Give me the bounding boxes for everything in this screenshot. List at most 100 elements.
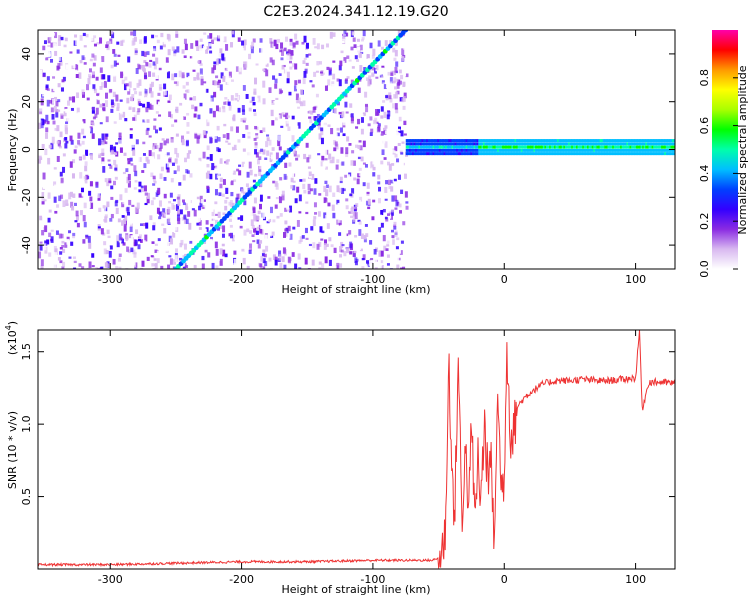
heatmap-cell	[339, 246, 343, 253]
heatmap-cell	[76, 215, 80, 221]
heatmap-cell	[131, 141, 135, 148]
heatmap-cell	[329, 41, 333, 45]
heatmap-band-cell	[587, 148, 590, 152]
heatmap-cell	[171, 73, 175, 81]
heatmap-cell	[176, 204, 180, 211]
heatmap-band-cell	[413, 148, 416, 152]
heatmap-cell	[173, 89, 177, 94]
heatmap-band-cell	[615, 139, 618, 143]
heatmap-cell	[241, 105, 245, 112]
heatmap-cell	[148, 135, 152, 138]
heatmap-cell	[328, 237, 332, 242]
heatmap-x-tick-label: -100	[360, 273, 385, 286]
heatmap-cell	[121, 238, 125, 244]
heatmap-cell	[404, 224, 408, 229]
heatmap-band-cell	[605, 148, 608, 152]
heatmap-band-cell	[471, 145, 474, 149]
heatmap-band-cell	[415, 145, 418, 149]
heatmap-band-cell	[609, 145, 612, 149]
heatmap-cell	[389, 77, 393, 84]
heatmap-cell	[90, 121, 94, 125]
heatmap-band-cell	[426, 148, 429, 152]
heatmap-cell	[295, 40, 299, 45]
heatmap-cell	[55, 112, 59, 118]
heatmap-cell	[221, 233, 225, 238]
heatmap-cell	[225, 197, 229, 200]
heatmap-band-cell	[598, 152, 601, 156]
heatmap-band-cell	[454, 142, 457, 146]
heatmap-cell	[59, 131, 63, 138]
heatmap-cell	[134, 206, 138, 213]
heatmap-cell	[339, 254, 343, 258]
heatmap-band-cell	[482, 139, 485, 143]
heatmap-cell	[297, 253, 301, 260]
heatmap-cell	[211, 39, 215, 44]
heatmap-band-cell	[631, 152, 634, 156]
heatmap-cell	[326, 134, 330, 139]
heatmap-cell	[272, 180, 276, 184]
heatmap-cell	[394, 39, 398, 47]
heatmap-cell	[116, 73, 120, 81]
heatmap-band-cell	[498, 148, 501, 152]
heatmap-cell	[74, 220, 78, 223]
heatmap-cell	[173, 259, 177, 265]
heatmap-cell	[53, 87, 57, 92]
heatmap-cell	[140, 185, 144, 189]
heatmap-cell	[404, 221, 408, 227]
heatmap-cell	[396, 264, 400, 269]
heatmap-band-cell	[577, 142, 580, 146]
heatmap-cell	[54, 82, 58, 87]
heatmap-band-cell	[473, 145, 476, 149]
heatmap-cell	[168, 105, 172, 111]
heatmap-band-cell	[626, 145, 629, 149]
heatmap-band-cell	[503, 145, 506, 149]
heatmap-cell	[199, 38, 203, 42]
heatmap-cell	[154, 129, 158, 134]
heatmap-cell	[258, 222, 262, 225]
heatmap-cell	[146, 119, 150, 123]
heatmap-band-cell	[613, 152, 616, 156]
heatmap-cell	[380, 250, 384, 257]
heatmap-cell	[400, 267, 404, 269]
heatmap-cell	[109, 38, 113, 44]
heatmap-band-cell	[631, 142, 634, 146]
heatmap-cell	[231, 234, 235, 242]
heatmap-cell	[158, 134, 162, 141]
heatmap-band-cell	[640, 142, 643, 146]
heatmap-cell	[83, 202, 87, 209]
heatmap-cell	[101, 161, 105, 166]
heatmap-cell	[127, 88, 131, 95]
heatmap-cell	[242, 134, 246, 138]
heatmap-cell	[188, 150, 192, 154]
heatmap-cell	[352, 250, 356, 257]
heatmap-band-cell	[516, 139, 519, 143]
heatmap-cell	[78, 157, 82, 160]
heatmap-cell	[38, 236, 42, 239]
heatmap-band-cell	[410, 145, 413, 149]
heatmap-band-cell	[599, 139, 602, 143]
heatmap-cell	[314, 178, 318, 184]
heatmap-cell	[174, 73, 178, 78]
heatmap-cell	[61, 240, 65, 244]
heatmap-cell	[193, 96, 197, 101]
heatmap-cell	[202, 151, 206, 159]
heatmap-band-cell	[449, 148, 452, 152]
heatmap-band-cell	[446, 145, 449, 149]
heatmap-cell	[137, 108, 141, 113]
heatmap-cell	[357, 156, 361, 160]
heatmap-cell	[360, 233, 364, 239]
heatmap-cell	[387, 110, 391, 117]
heatmap-cell	[59, 247, 63, 250]
heatmap-cell	[154, 143, 158, 146]
heatmap-cell	[270, 41, 274, 48]
heatmap-cell	[352, 211, 356, 217]
heatmap-cell	[231, 214, 235, 218]
heatmap-cell	[257, 101, 261, 104]
heatmap-cell	[295, 125, 299, 133]
heatmap-band-cell	[468, 145, 471, 149]
heatmap-band-cell	[601, 152, 604, 156]
heatmap-cell	[45, 57, 49, 61]
heatmap-cell	[237, 139, 241, 143]
heatmap-cell	[250, 45, 254, 49]
heatmap-band-cell	[572, 148, 575, 152]
